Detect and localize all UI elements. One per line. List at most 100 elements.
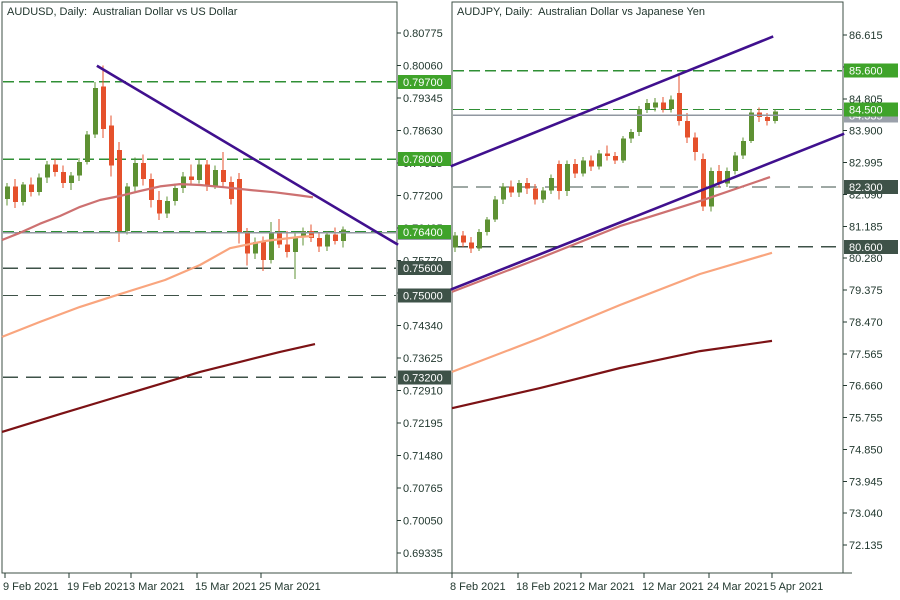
level-label-box	[398, 261, 451, 276]
axis-label: 81.185	[849, 221, 883, 233]
candle	[173, 183, 178, 206]
candle	[701, 153, 706, 211]
price-level-label: 82.300	[844, 179, 898, 194]
level-label-box	[398, 370, 451, 385]
ma-dark-red[interactable]	[451, 339, 773, 410]
chart-plot-area[interactable]	[1, 1, 398, 574]
candle	[581, 157, 586, 177]
candle	[493, 195, 498, 223]
candle	[557, 160, 562, 200]
candle-body	[653, 102, 658, 108]
candle-body	[93, 88, 98, 135]
axis-label: 83.900	[849, 126, 883, 138]
candle	[637, 105, 642, 136]
candle	[597, 149, 602, 170]
axis-label: 79.375	[849, 285, 883, 297]
candle	[317, 231, 322, 252]
axis-label: 0.71480	[403, 451, 443, 463]
candle	[221, 151, 226, 188]
candle-body	[301, 230, 306, 238]
axis-label: 19 Feb 2021	[67, 581, 129, 593]
axis-label: 0.72195	[403, 418, 443, 430]
ma-peach[interactable]	[451, 251, 773, 373]
candle-body	[453, 235, 458, 248]
candle-body	[253, 241, 258, 254]
ma-rose[interactable]	[1, 183, 314, 242]
axis-label: 0.73200	[403, 372, 443, 384]
candle-body	[733, 155, 738, 172]
candle-body	[549, 178, 554, 191]
candle	[453, 232, 458, 253]
candle	[293, 232, 298, 280]
price-level-label: 80.600	[844, 239, 898, 254]
candle	[61, 165, 66, 189]
trendline[interactable]	[96, 64, 399, 246]
axis-label: 86.615	[849, 30, 883, 42]
candle	[109, 115, 114, 177]
axis-label: 9 Feb 2021	[3, 581, 59, 593]
candle-body	[485, 219, 490, 233]
ma-rose[interactable]	[451, 176, 771, 293]
candle	[237, 172, 242, 244]
time-scale[interactable]: 8 Feb 2021 18 Feb 2021 2 Mar 2021 12 Mar 20…	[450, 573, 823, 593]
candle	[197, 159, 202, 184]
candle-body	[701, 158, 706, 207]
axis-label: 8 Feb 2021	[450, 581, 506, 593]
candle	[341, 226, 346, 248]
candle	[741, 137, 746, 159]
trendline[interactable]	[450, 132, 845, 291]
candle-body	[717, 171, 722, 184]
chart-plot-area[interactable]	[451, 1, 844, 574]
candle	[541, 186, 546, 203]
axis-label: 73.945	[849, 476, 883, 488]
candle-body	[613, 155, 618, 161]
candle	[517, 179, 522, 197]
candle-body	[237, 179, 242, 233]
candle-body	[725, 171, 730, 184]
candle	[285, 230, 290, 258]
price-level-label: 85.600	[844, 63, 898, 78]
candle-body	[677, 92, 682, 121]
candle-body	[765, 117, 770, 121]
axis-label: 0.78000	[403, 154, 443, 166]
candle-body	[669, 99, 674, 109]
level-label-box	[398, 152, 451, 167]
axis-label: 0.69335	[403, 548, 443, 560]
candle-body	[525, 182, 530, 189]
candle-body	[493, 199, 498, 220]
candle-body	[53, 164, 58, 172]
ma-peach[interactable]	[1, 234, 314, 338]
candle-body	[773, 111, 778, 121]
candle	[157, 190, 162, 221]
candle	[469, 236, 474, 254]
candle	[589, 155, 594, 172]
chart-title-audjpy: AUDJPY, Daily: Australian Dollar vs Japa…	[457, 6, 706, 18]
candle-body	[333, 234, 338, 241]
candle-body	[341, 229, 346, 241]
candle	[141, 154, 146, 186]
candle-body	[133, 162, 138, 187]
axis-label: 80.600	[849, 242, 883, 254]
candle-body	[573, 164, 578, 174]
axis-label: 0.73625	[403, 353, 443, 365]
chart-title-audusd: AUDUSD, Daily: Australian Dollar vs US D…	[7, 6, 238, 18]
time-scale[interactable]: 9 Feb 2021 19 Feb 2021 3 Mar 2021 15 Mar 20…	[3, 573, 321, 593]
trendline[interactable]	[450, 35, 774, 168]
axis-label: 0.79700	[403, 77, 443, 89]
price-level-label: 0.78000	[398, 152, 451, 167]
ma-dark-red[interactable]	[1, 343, 316, 433]
candle	[37, 173, 42, 196]
candle	[525, 178, 530, 195]
candle	[533, 184, 538, 205]
candle-body	[461, 235, 466, 243]
axis-label: 0.78630	[403, 126, 443, 138]
axis-label: 85.600	[849, 66, 883, 78]
candle-body	[141, 162, 146, 180]
candle	[117, 141, 122, 242]
level-label-box	[844, 63, 898, 78]
candle	[253, 237, 258, 260]
price-level-label: 0.75000	[398, 288, 451, 303]
candle	[29, 177, 34, 197]
